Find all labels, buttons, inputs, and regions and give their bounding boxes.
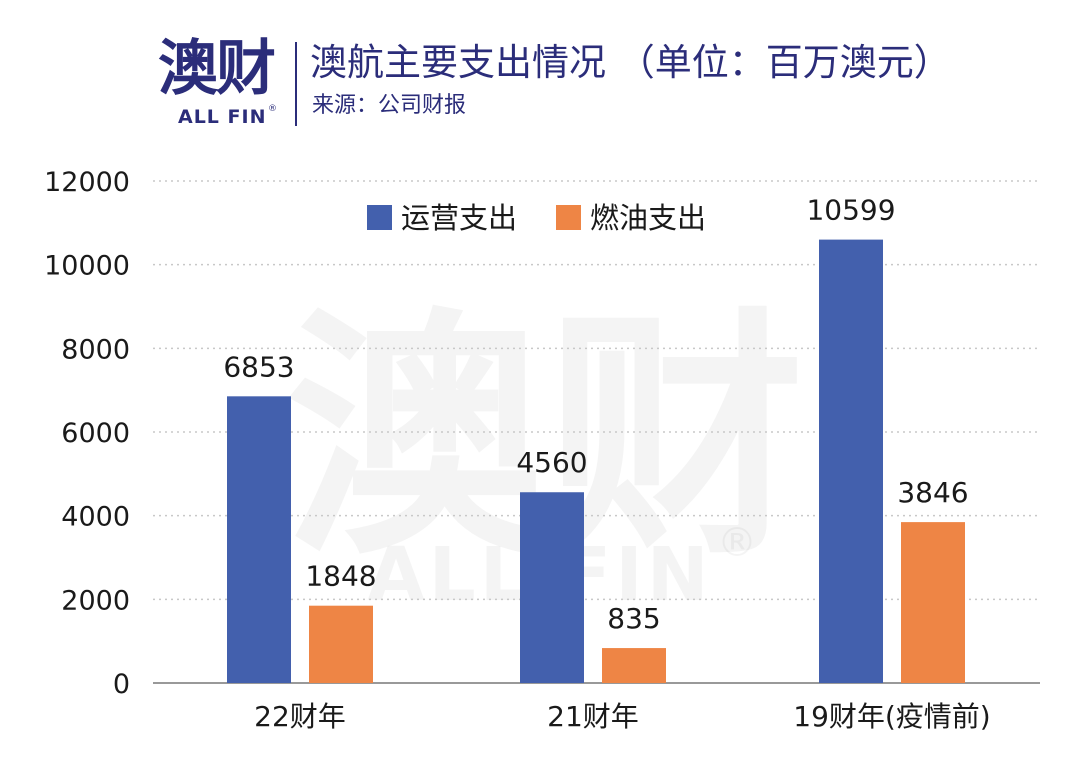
y-tick-label: 10000 xyxy=(44,251,130,282)
watermark-reg: ® xyxy=(717,520,757,566)
y-tick-label: 2000 xyxy=(61,585,130,616)
legend: 运营支出 燃油支出 xyxy=(367,201,706,235)
bar xyxy=(901,522,965,683)
x-axis: 22财年 21财年 19财年(疫情前) xyxy=(254,700,991,733)
brand-logo-subtext: ALL FIN xyxy=(178,106,267,128)
data-label: 1848 xyxy=(305,560,376,593)
bar xyxy=(602,648,666,683)
y-tick-label: 12000 xyxy=(44,167,130,198)
y-tick-label: 4000 xyxy=(61,502,130,533)
data-label: 835 xyxy=(607,602,660,635)
chart-header: 澳财 ALL FIN ® 澳航主要支出情况 （单位：百万澳元） 来源：公司财报 xyxy=(0,0,1080,140)
legend-label: 运营支出 xyxy=(401,201,517,235)
y-axis: 0 2000 4000 6000 8000 10000 12000 xyxy=(44,167,130,700)
registered-mark: ® xyxy=(268,104,277,114)
chart-source: 来源：公司财报 xyxy=(312,93,467,118)
legend-label: 燃油支出 xyxy=(590,201,706,235)
logo-divider xyxy=(295,42,297,126)
bar xyxy=(819,239,883,683)
data-label: 10599 xyxy=(806,194,895,227)
y-tick-label: 8000 xyxy=(61,334,130,365)
legend-swatch xyxy=(367,205,392,230)
data-label: 3846 xyxy=(897,476,968,509)
chart-title: 澳航主要支出情况 （单位：百万澳元） xyxy=(310,41,951,84)
bar xyxy=(227,396,291,683)
data-label: 4560 xyxy=(516,446,587,479)
brand-logo-text: 澳财 xyxy=(158,34,276,104)
data-labels: 6853 1848 4560 835 10599 3846 xyxy=(223,194,968,635)
bar xyxy=(309,605,373,683)
x-tick-label: 19财年(疫情前) xyxy=(793,700,990,733)
bar xyxy=(520,492,584,683)
data-label: 6853 xyxy=(223,350,294,383)
x-tick-label: 21财年 xyxy=(547,700,639,733)
legend-swatch xyxy=(556,205,581,230)
x-tick-label: 22财年 xyxy=(254,700,346,733)
gridlines xyxy=(153,180,1040,684)
bars xyxy=(227,239,965,683)
y-tick-label: 6000 xyxy=(61,418,130,449)
y-tick-label: 0 xyxy=(113,669,130,700)
